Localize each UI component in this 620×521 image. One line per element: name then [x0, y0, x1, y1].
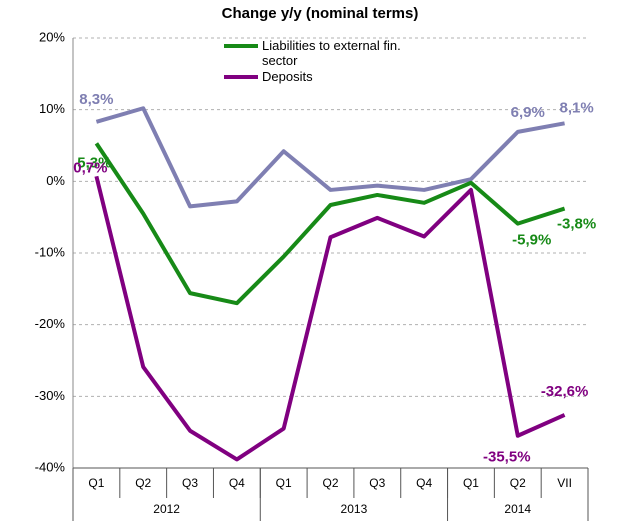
- x-tick-label: Q2: [322, 476, 338, 490]
- legend: Liabilities to external fin. sector Depos…: [224, 38, 422, 85]
- y-tick-label: -40%: [35, 459, 66, 474]
- group-label: 2012: [153, 502, 180, 516]
- y-tick-label: 20%: [39, 29, 65, 44]
- data-label: -5,9%: [512, 232, 551, 249]
- x-tick-label: Q3: [182, 476, 198, 490]
- x-tick-label: Q3: [369, 476, 385, 490]
- legend-swatch: [224, 75, 258, 79]
- data-label: 0,7%: [73, 159, 107, 176]
- x-tick-label: Q4: [229, 476, 245, 490]
- y-tick-label: -10%: [35, 244, 66, 259]
- data-label: -35,5%: [483, 449, 531, 466]
- legend-swatch: [224, 44, 258, 48]
- y-tick-label: 10%: [39, 101, 65, 116]
- data-label: 5,3%: [77, 154, 111, 171]
- legend-item: Liabilities to external fin. sector: [224, 38, 422, 68]
- data-label: 8,1%: [559, 99, 593, 116]
- data-label: 8,3%: [79, 91, 113, 108]
- data-label: -3,8%: [557, 216, 596, 233]
- x-tick-label: VII: [557, 476, 572, 490]
- x-tick-label: Q4: [416, 476, 432, 490]
- x-tick-label: Q2: [510, 476, 526, 490]
- x-tick-label: Q1: [463, 476, 479, 490]
- series-line: [94, 142, 566, 306]
- x-tick-label: Q1: [88, 476, 104, 490]
- x-tick-label: Q2: [135, 476, 151, 490]
- y-tick-label: -20%: [35, 316, 66, 331]
- data-label: 6,9%: [511, 104, 545, 121]
- group-label: 2013: [341, 502, 368, 516]
- x-tick-label: Q1: [276, 476, 292, 490]
- group-label: 2014: [504, 502, 531, 516]
- y-tick-label: -30%: [35, 388, 66, 403]
- series-line: [95, 106, 565, 209]
- chart-title: Change y/y (nominal terms): [222, 5, 419, 22]
- legend-label: Deposits: [262, 69, 313, 84]
- data-label: -32,6%: [541, 383, 589, 400]
- series-line: [94, 175, 566, 462]
- legend-label: Liabilities to external fin. sector: [262, 38, 401, 68]
- legend-item: Deposits: [224, 69, 422, 84]
- y-tick-label: 0%: [46, 173, 65, 188]
